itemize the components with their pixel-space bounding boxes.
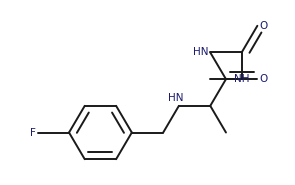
Text: HN: HN — [193, 48, 209, 58]
Text: F: F — [30, 127, 36, 137]
Text: O: O — [259, 21, 267, 31]
Text: NH: NH — [234, 74, 249, 84]
Text: O: O — [259, 74, 267, 84]
Text: HN: HN — [168, 93, 183, 103]
